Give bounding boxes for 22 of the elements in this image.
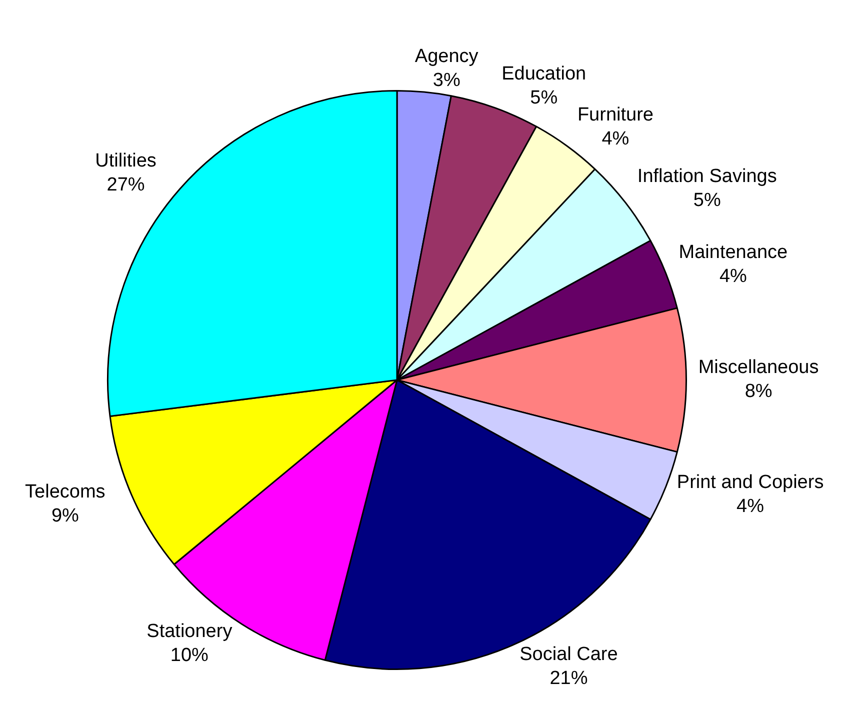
data-label: 5%	[530, 87, 558, 108]
slice-label: Furniture	[577, 104, 654, 126]
slice-label: Utilities	[95, 150, 156, 172]
slice-label: Telecoms	[25, 481, 106, 502]
data-label: 4%	[602, 128, 630, 150]
data-label: 4%	[736, 496, 764, 518]
slice-label: Inflation Savings	[637, 166, 777, 187]
slice-label: Print and Copiers	[676, 472, 824, 494]
slice-label: Miscellaneous	[698, 357, 819, 378]
slice-label: Education	[502, 63, 586, 84]
slice-label: Social Care	[520, 644, 618, 665]
slice-label: Maintenance	[678, 242, 788, 264]
data-label: 3%	[432, 70, 460, 92]
data-label: 5%	[693, 190, 721, 211]
data-label: 9%	[51, 505, 80, 526]
slice-label: Stationery	[146, 620, 233, 642]
data-label: 27%	[106, 174, 145, 196]
slice-label: Agency	[414, 46, 479, 68]
data-label: 4%	[719, 266, 748, 288]
data-label: 8%	[744, 381, 772, 402]
data-label: 21%	[550, 668, 588, 689]
data-label: 10%	[170, 644, 209, 666]
